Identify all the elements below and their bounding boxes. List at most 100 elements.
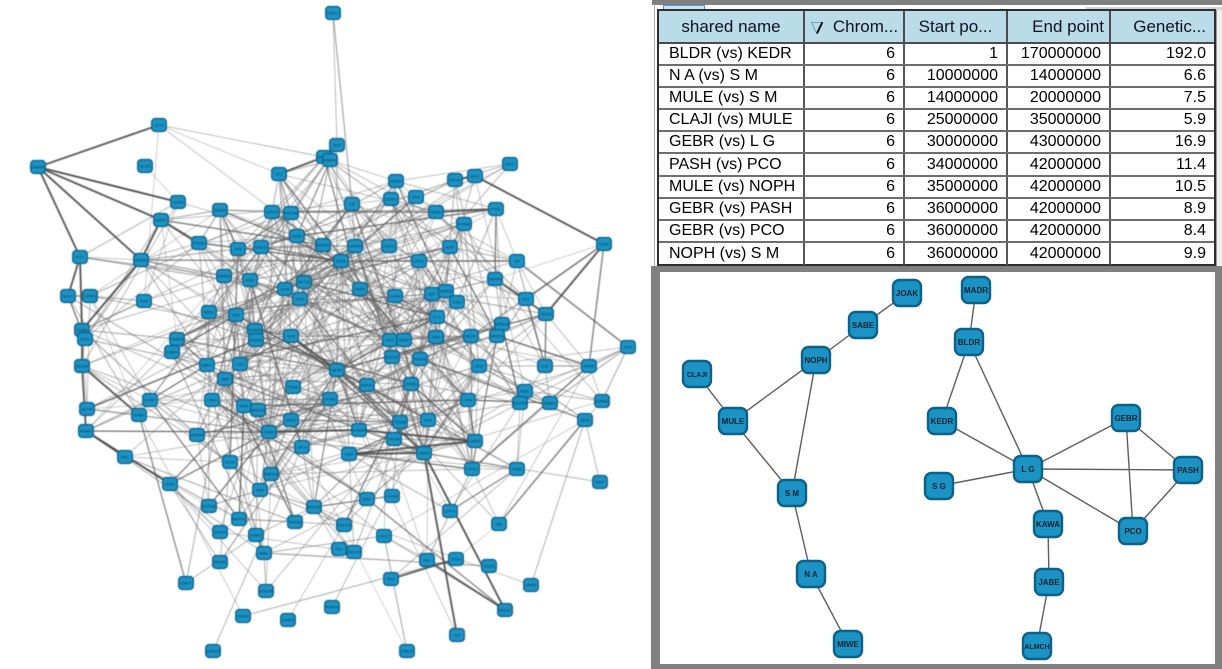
svg-text:WSNF: WSNF (390, 179, 402, 184)
svg-text:OBHPK: OBHPK (488, 277, 502, 282)
svg-text:THL: THL (335, 547, 343, 552)
svg-text:FDKTU: FDKTU (337, 523, 350, 528)
svg-text:APCR: APCR (266, 210, 277, 215)
svg-text:POEW: POEW (414, 357, 426, 362)
svg-text:SJTDD: SJTDD (203, 504, 216, 509)
svg-text:OPD: OPD (412, 195, 421, 200)
svg-text:ETRP: ETRP (145, 398, 156, 403)
svg-text:IMI: IMI (514, 259, 520, 264)
svg-text:UMLF: UMLF (181, 581, 192, 586)
svg-text:LPTD: LPTD (467, 467, 477, 472)
svg-text:GABW: GABW (171, 337, 183, 342)
svg-text:IRJT: IRJT (386, 338, 395, 343)
svg-text:TSWB: TSWB (394, 420, 406, 425)
svg-text:BHOA: BHOA (214, 208, 226, 213)
svg-text:OEGTS: OEGTS (347, 550, 361, 555)
svg-text:ELBK: ELBK (599, 242, 610, 247)
svg-text:UBLS: UBLS (202, 363, 213, 368)
svg-text:CIE: CIE (349, 202, 356, 207)
svg-text:NKBP: NKBP (584, 364, 595, 369)
svg-text:IANF: IANF (292, 234, 302, 239)
svg-text:SLHO: SLHO (140, 164, 151, 169)
svg-text:SABE: SABE (852, 321, 875, 330)
svg-text:JPLK: JPLK (297, 445, 307, 450)
svg-text:JRUC: JRUC (286, 418, 297, 423)
svg-text:UPCL: UPCL (414, 259, 425, 264)
svg-text:WSLPB: WSLPB (259, 589, 273, 594)
svg-text:BGBR: BGBR (80, 429, 91, 434)
svg-text:CIRB: CIRB (463, 398, 473, 403)
svg-text:IFGB: IFGB (336, 259, 346, 264)
svg-text:AJMG: AJMG (250, 533, 261, 538)
svg-text:DNPS: DNPS (282, 618, 293, 623)
svg-text:JOAK: JOAK (896, 289, 918, 298)
svg-text:UMWI: UMWI (76, 328, 87, 333)
svg-text:N A: N A (804, 570, 818, 579)
svg-text:RAU: RAU (453, 300, 462, 305)
svg-text:UBWI: UBWI (470, 439, 480, 444)
svg-text:UNHEE: UNHEE (31, 165, 45, 170)
svg-text:MKPFL: MKPFL (232, 517, 246, 522)
svg-text:WMDH: WMDH (218, 274, 231, 279)
svg-text:RPIHE: RPIHE (214, 560, 227, 565)
svg-text:EIFC: EIFC (505, 162, 514, 167)
svg-text:HRE: HRE (432, 335, 441, 340)
svg-text:PIM: PIM (232, 313, 239, 318)
svg-text:CCBC: CCBC (385, 197, 396, 202)
svg-text:KMLH: KMLH (401, 649, 412, 654)
svg-text:HHFP: HHFP (399, 338, 410, 343)
svg-text:POR: POR (240, 404, 249, 409)
svg-text:LRM: LRM (345, 452, 353, 457)
svg-text:GEBR: GEBR (1114, 414, 1137, 423)
svg-text:S G: S G (932, 482, 946, 491)
svg-text:GDHU: GDHU (237, 614, 249, 619)
svg-text:NLGF: NLGF (466, 334, 477, 339)
svg-text:SICE: SICE (165, 482, 175, 487)
svg-text:CIR: CIR (542, 364, 549, 369)
svg-text:DUSR: DUSR (172, 200, 183, 205)
svg-text:ALMCH: ALMCH (1024, 644, 1049, 651)
svg-text:WNGD: WNGD (317, 243, 330, 248)
svg-text:HSCNN: HSCNN (284, 211, 298, 216)
svg-text:PMK: PMK (140, 299, 149, 304)
svg-text:SBJK: SBJK (580, 418, 590, 423)
svg-text:CHAI: CHAI (512, 467, 522, 472)
svg-text:JURFS: JURFS (249, 328, 262, 333)
svg-text:LTPJJ: LTPJJ (444, 509, 455, 514)
svg-text:KFBE: KFBE (134, 413, 145, 418)
svg-text:SFNLH: SFNLH (495, 322, 508, 327)
svg-text:SSBO: SSBO (263, 430, 274, 435)
svg-text:BBGL: BBGL (204, 310, 215, 315)
svg-text:RPKNE: RPKNE (307, 505, 321, 510)
svg-text:EMLH: EMLH (214, 530, 225, 535)
svg-text:AOM: AOM (280, 287, 289, 292)
svg-text:NOPH: NOPH (804, 356, 827, 365)
svg-text:DUD: DUD (81, 337, 90, 342)
svg-text:KGD: KGD (246, 278, 255, 283)
svg-text:FTHL: FTHL (491, 207, 502, 212)
svg-text:MAUW: MAUW (252, 408, 265, 413)
svg-text:ALTW: ALTW (82, 407, 93, 412)
svg-text:LLWH: LLWH (390, 294, 401, 299)
svg-text:GJJ: GJJ (453, 633, 460, 638)
svg-text:L G: L G (1021, 465, 1034, 474)
svg-text:DOAAF: DOAAF (352, 428, 366, 433)
svg-text:WCC: WCC (470, 174, 480, 179)
svg-text:TGIO: TGIO (451, 557, 461, 562)
svg-text:JABE: JABE (1038, 578, 1060, 587)
svg-text:DCS: DCS (296, 297, 305, 302)
svg-text:DMLC: DMLC (327, 11, 338, 16)
svg-text:REN: REN (363, 497, 372, 502)
svg-text:PASH: PASH (1177, 466, 1199, 475)
svg-text:JMF: JMF (221, 377, 229, 382)
svg-text:FEMG: FEMG (193, 241, 205, 246)
svg-text:MIWE: MIWE (837, 640, 859, 649)
svg-text:PEH: PEH (387, 577, 395, 582)
svg-text:ERRJ: ERRJ (526, 583, 536, 588)
svg-text:SUA: SUA (424, 418, 433, 423)
svg-text:MADR: MADR (964, 286, 988, 295)
svg-text:TEGD: TEGD (540, 312, 551, 317)
svg-text:LGU: LGU (236, 362, 244, 367)
svg-text:RFTHI: RFTHI (298, 280, 310, 285)
svg-text:ROTM: ROTM (76, 364, 88, 369)
